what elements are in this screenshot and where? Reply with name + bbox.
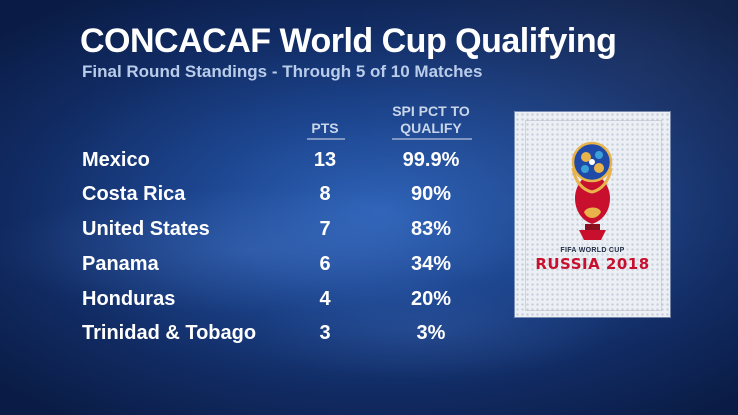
column-header-spi: SPI PCT TO QUALIFY (372, 103, 490, 137)
standings-row: Costa Rica 8 90% (82, 177, 502, 211)
team-qualify-pct: 34% (410, 253, 452, 275)
logo-frame (525, 120, 662, 311)
team-points: 6 (319, 253, 331, 275)
logo-title: RUSSIA 2018 (535, 255, 650, 273)
page-subtitle: Final Round Standings - Through 5 of 10 … (82, 62, 483, 81)
team-points: 3 (319, 322, 331, 344)
team-name: Costa Rica (82, 183, 186, 205)
world-cup-logo-panel: FIFA WORLD CUP RUSSIA 2018 (515, 112, 670, 317)
team-points: 8 (319, 183, 331, 205)
page-title: CONCACAF World Cup Qualifying (80, 22, 617, 60)
team-points: 13 (313, 149, 337, 171)
team-name: Trinidad & Tobago (82, 322, 257, 344)
team-qualify-pct: 99.9% (402, 149, 460, 171)
team-points: 4 (319, 288, 331, 310)
team-qualify-pct: 20% (410, 288, 452, 310)
standings-row: United States 7 83% (82, 212, 502, 246)
standings-row: Honduras 4 20% (82, 282, 502, 316)
team-points: 7 (319, 218, 331, 240)
header-underline-spi (392, 138, 472, 140)
team-qualify-pct: 3% (416, 322, 446, 344)
column-header-spi-line2: QUALIFY (400, 120, 462, 136)
header-underline-pts (307, 138, 345, 140)
standings-row: Panama 6 34% (82, 247, 502, 281)
team-name: Panama (82, 253, 159, 275)
standings-row: Trinidad & Tobago 3 3% (82, 316, 502, 350)
team-qualify-pct: 83% (410, 218, 452, 240)
column-header-spi-line1: SPI PCT TO (392, 103, 470, 119)
column-header-pts: PTS (311, 120, 339, 136)
standings-row: Mexico 13 99.9% (82, 143, 502, 177)
team-name: United States (82, 218, 210, 240)
team-name: Mexico (82, 149, 150, 171)
logo-caption: FIFA WORLD CUP (560, 247, 625, 254)
team-qualify-pct: 90% (410, 183, 452, 205)
world-cup-trophy-icon (571, 141, 613, 240)
team-name: Honduras (82, 288, 176, 310)
